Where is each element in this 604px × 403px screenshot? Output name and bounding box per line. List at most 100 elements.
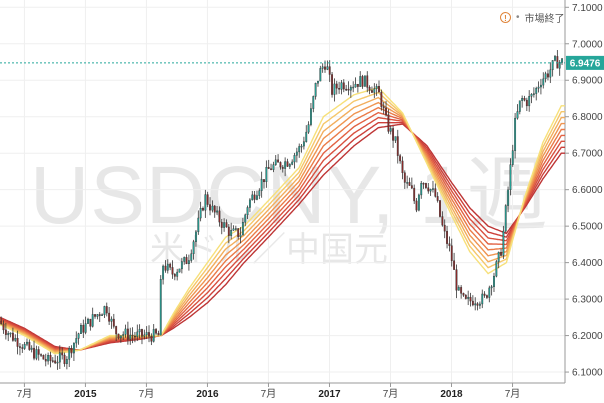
- candle: [399, 153, 402, 164]
- ma-line: [0, 86, 565, 355]
- candle: [227, 223, 230, 244]
- candle-body: [227, 226, 230, 236]
- candle: [70, 345, 73, 358]
- candle-body: [378, 86, 380, 93]
- candle-body: [138, 329, 141, 333]
- candle-body: [126, 328, 129, 340]
- candle-body: [307, 124, 310, 133]
- candle: [474, 297, 477, 311]
- candle: [270, 163, 272, 171]
- candle: [131, 327, 134, 344]
- candle: [394, 136, 397, 143]
- candle: [413, 184, 416, 204]
- candle: [375, 83, 378, 96]
- market-status: ! • 市場終了: [500, 9, 565, 25]
- candle-body: [288, 164, 291, 167]
- candle: [112, 313, 115, 329]
- candle-body: [195, 231, 197, 242]
- candle-body: [225, 222, 228, 228]
- candle-body: [230, 230, 233, 236]
- candle: [528, 90, 531, 112]
- candle-body: [359, 76, 362, 87]
- candle-body: [349, 86, 352, 91]
- candle-body: [403, 172, 406, 183]
- candle-body: [148, 332, 150, 337]
- candle: [556, 50, 559, 69]
- candle: [497, 251, 500, 269]
- candle: [448, 236, 451, 252]
- candle: [103, 305, 106, 318]
- candle: [0, 316, 3, 325]
- candle-body: [72, 342, 75, 354]
- x-tick-label: 7月: [17, 388, 33, 400]
- candle-body: [183, 257, 186, 262]
- candle: [51, 357, 54, 363]
- candle: [446, 225, 448, 249]
- candle: [166, 259, 169, 274]
- candle-body: [4, 329, 7, 335]
- candle-body: [110, 318, 113, 322]
- candle-body: [159, 279, 162, 336]
- candle: [345, 84, 348, 92]
- candle: [500, 248, 502, 257]
- candle-body: [413, 187, 416, 202]
- candle-body: [61, 352, 64, 356]
- candle-body: [558, 62, 561, 69]
- candle-body: [75, 338, 78, 344]
- candle-body: [239, 234, 242, 237]
- candle: [298, 143, 301, 158]
- candle: [42, 354, 45, 360]
- candle: [295, 147, 298, 163]
- candle: [535, 86, 538, 101]
- candle: [141, 328, 143, 345]
- candle: [422, 182, 425, 189]
- candle: [443, 219, 446, 239]
- candle: [4, 322, 7, 340]
- candle: [286, 158, 289, 168]
- candle-body: [284, 161, 287, 169]
- candle: [108, 307, 111, 325]
- candle-body: [410, 185, 413, 189]
- candle-body: [338, 87, 341, 90]
- candle: [258, 188, 261, 200]
- candle-body: [35, 349, 38, 359]
- candle-body: [40, 354, 42, 356]
- info-circle-icon[interactable]: !: [500, 11, 511, 23]
- candle-body: [460, 287, 463, 294]
- candle-body: [237, 228, 240, 237]
- candle: [288, 163, 291, 170]
- y-tick-label: 7.1000: [572, 3, 603, 14]
- candle: [129, 327, 132, 345]
- candle-body: [443, 224, 446, 232]
- candle: [216, 205, 219, 215]
- candle-body: [77, 333, 80, 339]
- candle-body: [192, 241, 195, 254]
- candle-body: [305, 131, 308, 142]
- candle: [239, 227, 242, 244]
- candle: [347, 81, 350, 96]
- candle: [190, 249, 193, 263]
- candle: [7, 331, 10, 342]
- candle: [246, 205, 249, 220]
- candle: [2, 320, 5, 334]
- candle: [164, 260, 167, 273]
- candle: [436, 192, 439, 203]
- candle: [72, 342, 75, 361]
- candle: [432, 180, 434, 193]
- y-tick-label: 6.8000: [572, 112, 603, 123]
- candle: [11, 327, 14, 342]
- candle: [110, 316, 113, 329]
- candle-body: [80, 325, 82, 334]
- candle: [356, 83, 359, 93]
- candle-body: [483, 293, 486, 296]
- candle: [420, 180, 423, 199]
- candle-body: [532, 93, 535, 95]
- candle: [558, 60, 561, 76]
- candle-body: [429, 189, 432, 192]
- candle: [117, 333, 120, 340]
- candle-body: [54, 360, 57, 364]
- candle: [380, 89, 383, 111]
- candle-body: [253, 194, 256, 200]
